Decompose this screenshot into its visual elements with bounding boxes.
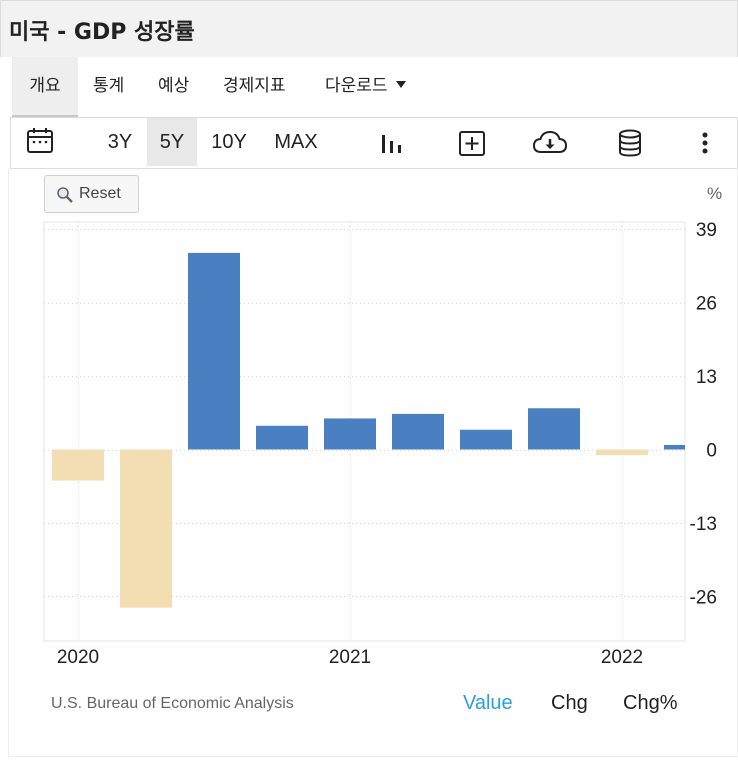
reset-zoom-button[interactable]: Reset — [44, 175, 139, 213]
y-tick-label: 13 — [696, 367, 717, 388]
tab-indicators[interactable]: 경제지표 — [223, 57, 286, 115]
bar — [460, 429, 512, 450]
tab-label: 예상 — [158, 76, 190, 96]
tab-bar: 개요 통계 예상 경제지표 다운로드 — [0, 57, 738, 117]
y-tick-label: 26 — [696, 294, 717, 315]
cloud-download-icon[interactable] — [532, 128, 568, 158]
bar — [528, 408, 580, 450]
bar — [392, 413, 444, 450]
range-3y-button[interactable]: 3Y — [99, 118, 141, 166]
range-max-button[interactable]: MAX — [267, 118, 325, 166]
bar — [256, 425, 308, 450]
range-label: 10Y — [211, 131, 247, 153]
y-tick-label: -13 — [690, 514, 717, 535]
bar — [596, 449, 648, 456]
title-bar: 미국 - GDP 성장률 — [0, 0, 738, 58]
chg-percent-mode-button[interactable]: Chg% — [623, 692, 678, 714]
tab-label: 다운로드 — [325, 76, 388, 96]
chg-mode-button[interactable]: Chg — [551, 692, 588, 714]
tab-label: 통계 — [93, 76, 125, 96]
x-tick-label: 2022 — [601, 647, 643, 668]
bar — [664, 444, 685, 450]
tab-label: 경제지표 — [223, 76, 286, 96]
range-label: 5Y — [159, 131, 185, 153]
plot-border — [43, 221, 686, 642]
bar — [52, 449, 104, 481]
bar — [188, 252, 240, 450]
add-box-icon[interactable] — [457, 128, 487, 158]
tab-label: 개요 — [29, 76, 61, 96]
magnifier-icon — [57, 187, 73, 203]
bar — [324, 418, 376, 450]
tab-overview[interactable]: 개요 — [12, 57, 78, 117]
chart-toolbar: 3Y 5Y 10Y MAX — [10, 117, 738, 169]
source-text: U.S. Bureau of Economic Analysis — [51, 695, 294, 712]
tab-forecast[interactable]: 예상 — [158, 57, 189, 115]
range-label: MAX — [274, 131, 318, 153]
x-tick-label: 2020 — [57, 647, 99, 668]
more-vert-icon[interactable] — [693, 128, 717, 158]
page-title: 미국 - GDP 성장률 — [9, 20, 195, 45]
reset-label: Reset — [79, 185, 121, 202]
tab-download[interactable]: 다운로드 — [325, 57, 406, 115]
range-10y-button[interactable]: 10Y — [203, 118, 255, 166]
database-icon[interactable] — [615, 128, 645, 158]
unit-label: % — [707, 184, 723, 203]
tab-statistics[interactable]: 통계 — [93, 57, 124, 115]
y-tick-label: -26 — [690, 587, 717, 608]
calendar-icon[interactable] — [25, 126, 55, 156]
range-label: 3Y — [107, 131, 133, 153]
bar-chart-icon[interactable] — [377, 128, 407, 158]
range-5y-button[interactable]: 5Y — [147, 118, 197, 166]
y-tick-label: 0 — [706, 441, 717, 462]
y-tick-label: 39 — [696, 220, 717, 241]
value-mode-button[interactable]: Value — [463, 692, 513, 714]
x-tick-label: 2021 — [329, 647, 371, 668]
bar — [120, 449, 172, 608]
caret-down-icon — [395, 80, 406, 88]
